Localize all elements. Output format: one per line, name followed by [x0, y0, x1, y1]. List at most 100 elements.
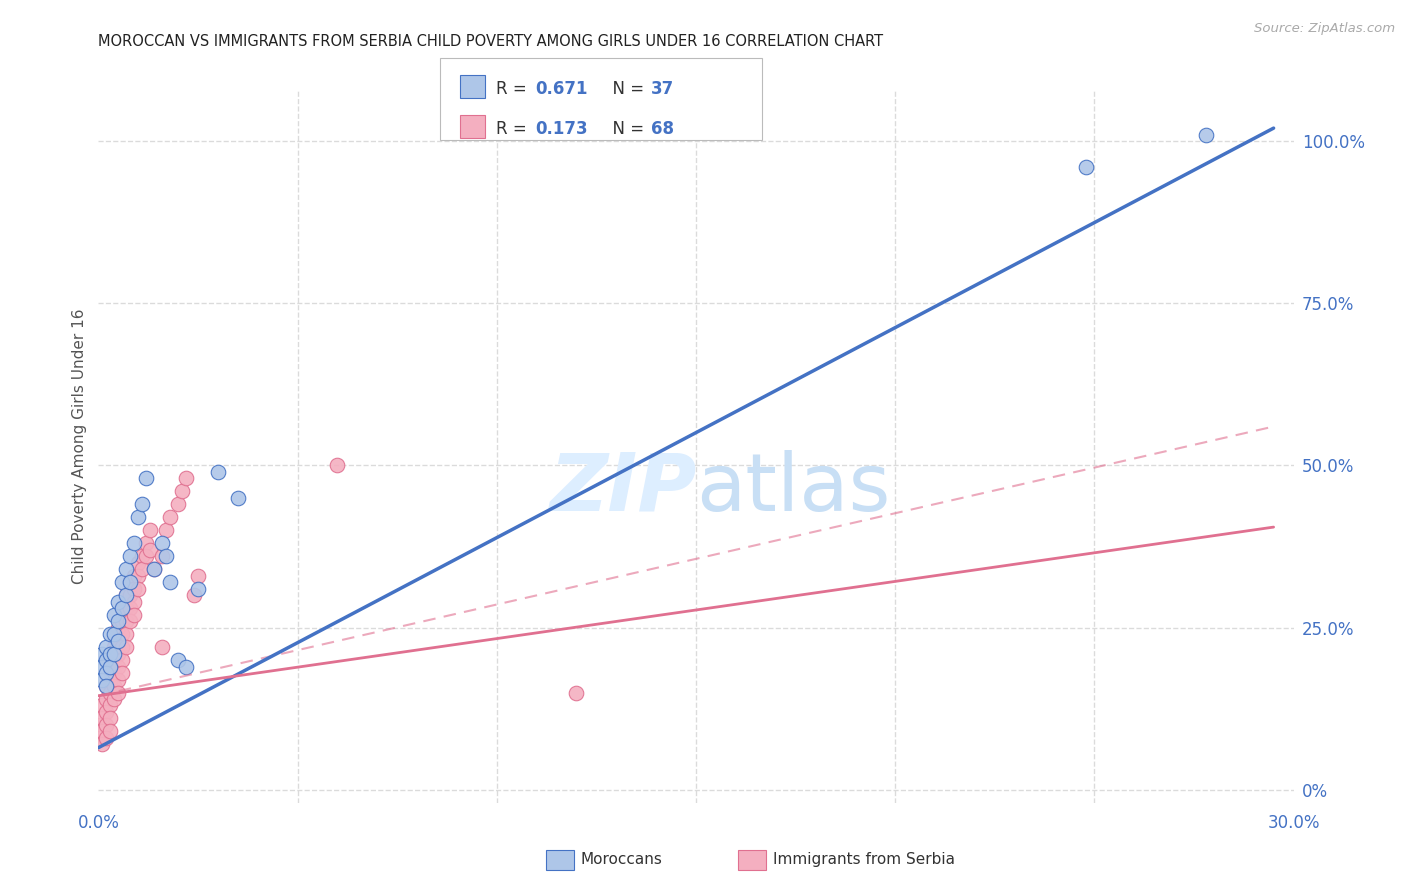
Point [107, 659, 129, 673]
Point [107, 685, 129, 699]
Text: 37: 37 [651, 80, 675, 98]
Point [167, 497, 190, 511]
Point [100, 647, 122, 661]
Point [96, 666, 118, 681]
Point [131, 562, 153, 576]
Point [135, 549, 157, 564]
Text: Source: ZipAtlas.com: Source: ZipAtlas.com [1254, 22, 1395, 36]
Point [565, 685, 588, 699]
Point [96, 679, 118, 693]
Point [89, 718, 111, 732]
Point [1076, 160, 1098, 174]
Point [100, 685, 122, 699]
Point [207, 465, 229, 479]
Point [150, 640, 173, 654]
Point [89, 731, 111, 745]
Point [115, 614, 138, 628]
Point [107, 621, 129, 635]
Point [143, 562, 166, 576]
Point [174, 471, 197, 485]
Point [111, 640, 134, 654]
Point [120, 549, 142, 564]
Text: Immigrants from Serbia: Immigrants from Serbia [773, 853, 955, 867]
Point [155, 549, 177, 564]
Point [91, 698, 114, 713]
Point [107, 633, 129, 648]
Point [96, 718, 118, 732]
Text: ZIP: ZIP [548, 450, 696, 528]
Point [91, 673, 114, 687]
Point [96, 679, 118, 693]
Point [127, 556, 149, 570]
Point [107, 673, 129, 687]
Point [115, 588, 138, 602]
Point [91, 647, 114, 661]
Text: 0.671: 0.671 [536, 80, 588, 98]
Point [107, 633, 129, 648]
Point [100, 627, 122, 641]
Point [124, 607, 146, 622]
Text: MOROCCAN VS IMMIGRANTS FROM SERBIA CHILD POVERTY AMONG GIRLS UNDER 16 CORRELATIO: MOROCCAN VS IMMIGRANTS FROM SERBIA CHILD… [98, 34, 883, 49]
Point [96, 640, 118, 654]
Text: 0.173: 0.173 [536, 120, 588, 138]
Text: atlas: atlas [696, 450, 890, 528]
Point [127, 510, 149, 524]
Point [103, 627, 125, 641]
Point [96, 692, 118, 706]
Point [131, 497, 153, 511]
Point [103, 647, 125, 661]
Text: R =: R = [496, 120, 533, 138]
Point [103, 679, 125, 693]
Point [107, 614, 129, 628]
Point [100, 711, 122, 725]
Y-axis label: Child Poverty Among Girls Under 16: Child Poverty Among Girls Under 16 [72, 309, 87, 583]
Point [100, 673, 122, 687]
Point [91, 711, 114, 725]
Point [159, 510, 181, 524]
Point [103, 607, 125, 622]
Point [111, 653, 134, 667]
Point [139, 542, 162, 557]
Point [115, 588, 138, 602]
Point [91, 659, 114, 673]
Point [107, 595, 129, 609]
Point [127, 568, 149, 582]
Point [115, 627, 138, 641]
Point [120, 601, 142, 615]
Point [100, 724, 122, 739]
Point [103, 653, 125, 667]
Point [187, 568, 209, 582]
Point [1195, 128, 1218, 142]
Point [100, 659, 122, 673]
Point [159, 575, 181, 590]
Point [124, 568, 146, 582]
Point [124, 536, 146, 550]
Point [111, 666, 134, 681]
Text: R =: R = [496, 80, 533, 98]
Point [96, 653, 118, 667]
Point [150, 536, 173, 550]
Point [100, 659, 122, 673]
Point [120, 588, 142, 602]
Point [96, 705, 118, 719]
Point [111, 601, 134, 615]
Text: Moroccans: Moroccans [581, 853, 662, 867]
Point [91, 724, 114, 739]
Point [155, 524, 177, 538]
Point [187, 582, 209, 596]
Text: 68: 68 [651, 120, 673, 138]
Point [115, 562, 138, 576]
Point [115, 601, 138, 615]
Point [127, 582, 149, 596]
Point [150, 549, 173, 564]
Point [167, 653, 190, 667]
Point [124, 582, 146, 596]
Point [135, 536, 157, 550]
Point [120, 575, 142, 590]
Point [326, 458, 349, 473]
Point [183, 588, 205, 602]
Point [100, 698, 122, 713]
Point [103, 640, 125, 654]
Point [91, 738, 114, 752]
Point [107, 647, 129, 661]
